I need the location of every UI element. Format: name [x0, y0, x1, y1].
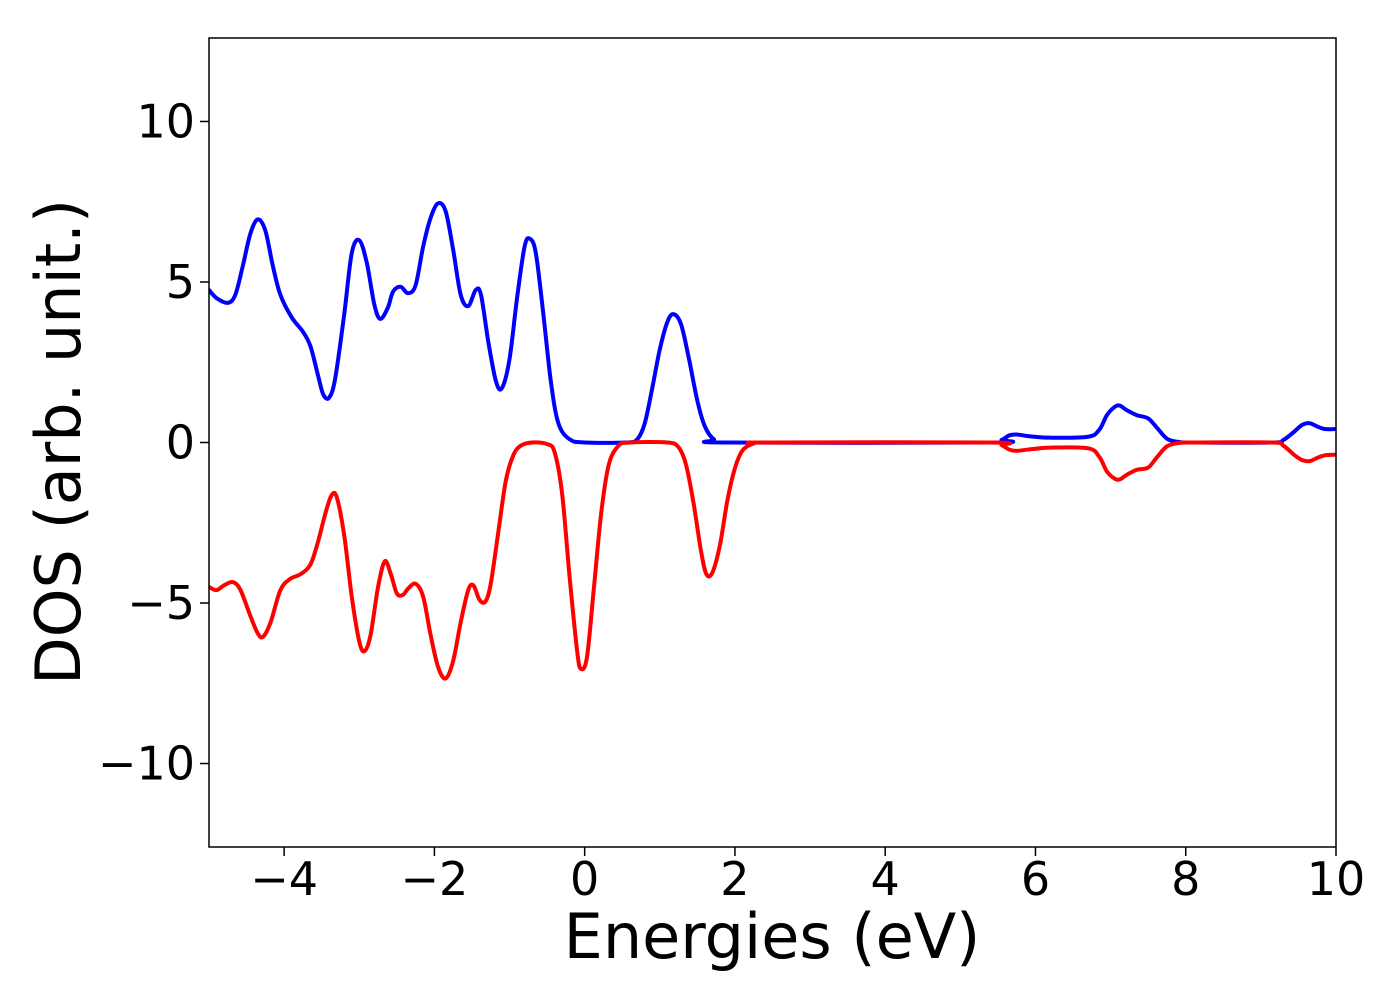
y-tick-label: 5: [166, 255, 195, 309]
x-tick-label: 2: [720, 852, 749, 906]
y-axis-ticks: −10 −5 0 5 10: [98, 94, 209, 791]
x-tick-label: −2: [400, 852, 468, 906]
x-tick-label: −4: [250, 852, 318, 906]
series-layer: [209, 201, 1336, 681]
x-tick-label: 0: [570, 852, 599, 906]
x-axis-ticks: −4 −2 0 2 4 6 8 10: [250, 847, 1365, 906]
series-line-2: [209, 439, 1336, 681]
y-tick-label: 0: [166, 416, 195, 470]
x-tick-label: 6: [1021, 852, 1050, 906]
series-line-1: [209, 201, 1336, 445]
y-tick-label: −10: [98, 737, 195, 791]
y-axis-title: DOS (arb. unit.): [22, 199, 95, 685]
y-tick-label: −5: [127, 576, 195, 630]
y-tick-label: 10: [136, 94, 195, 148]
x-tick-label: 10: [1307, 852, 1366, 906]
x-axis-title: Energies (eV): [564, 900, 981, 973]
x-tick-label: 8: [1171, 852, 1200, 906]
x-tick-label: 4: [871, 852, 900, 906]
